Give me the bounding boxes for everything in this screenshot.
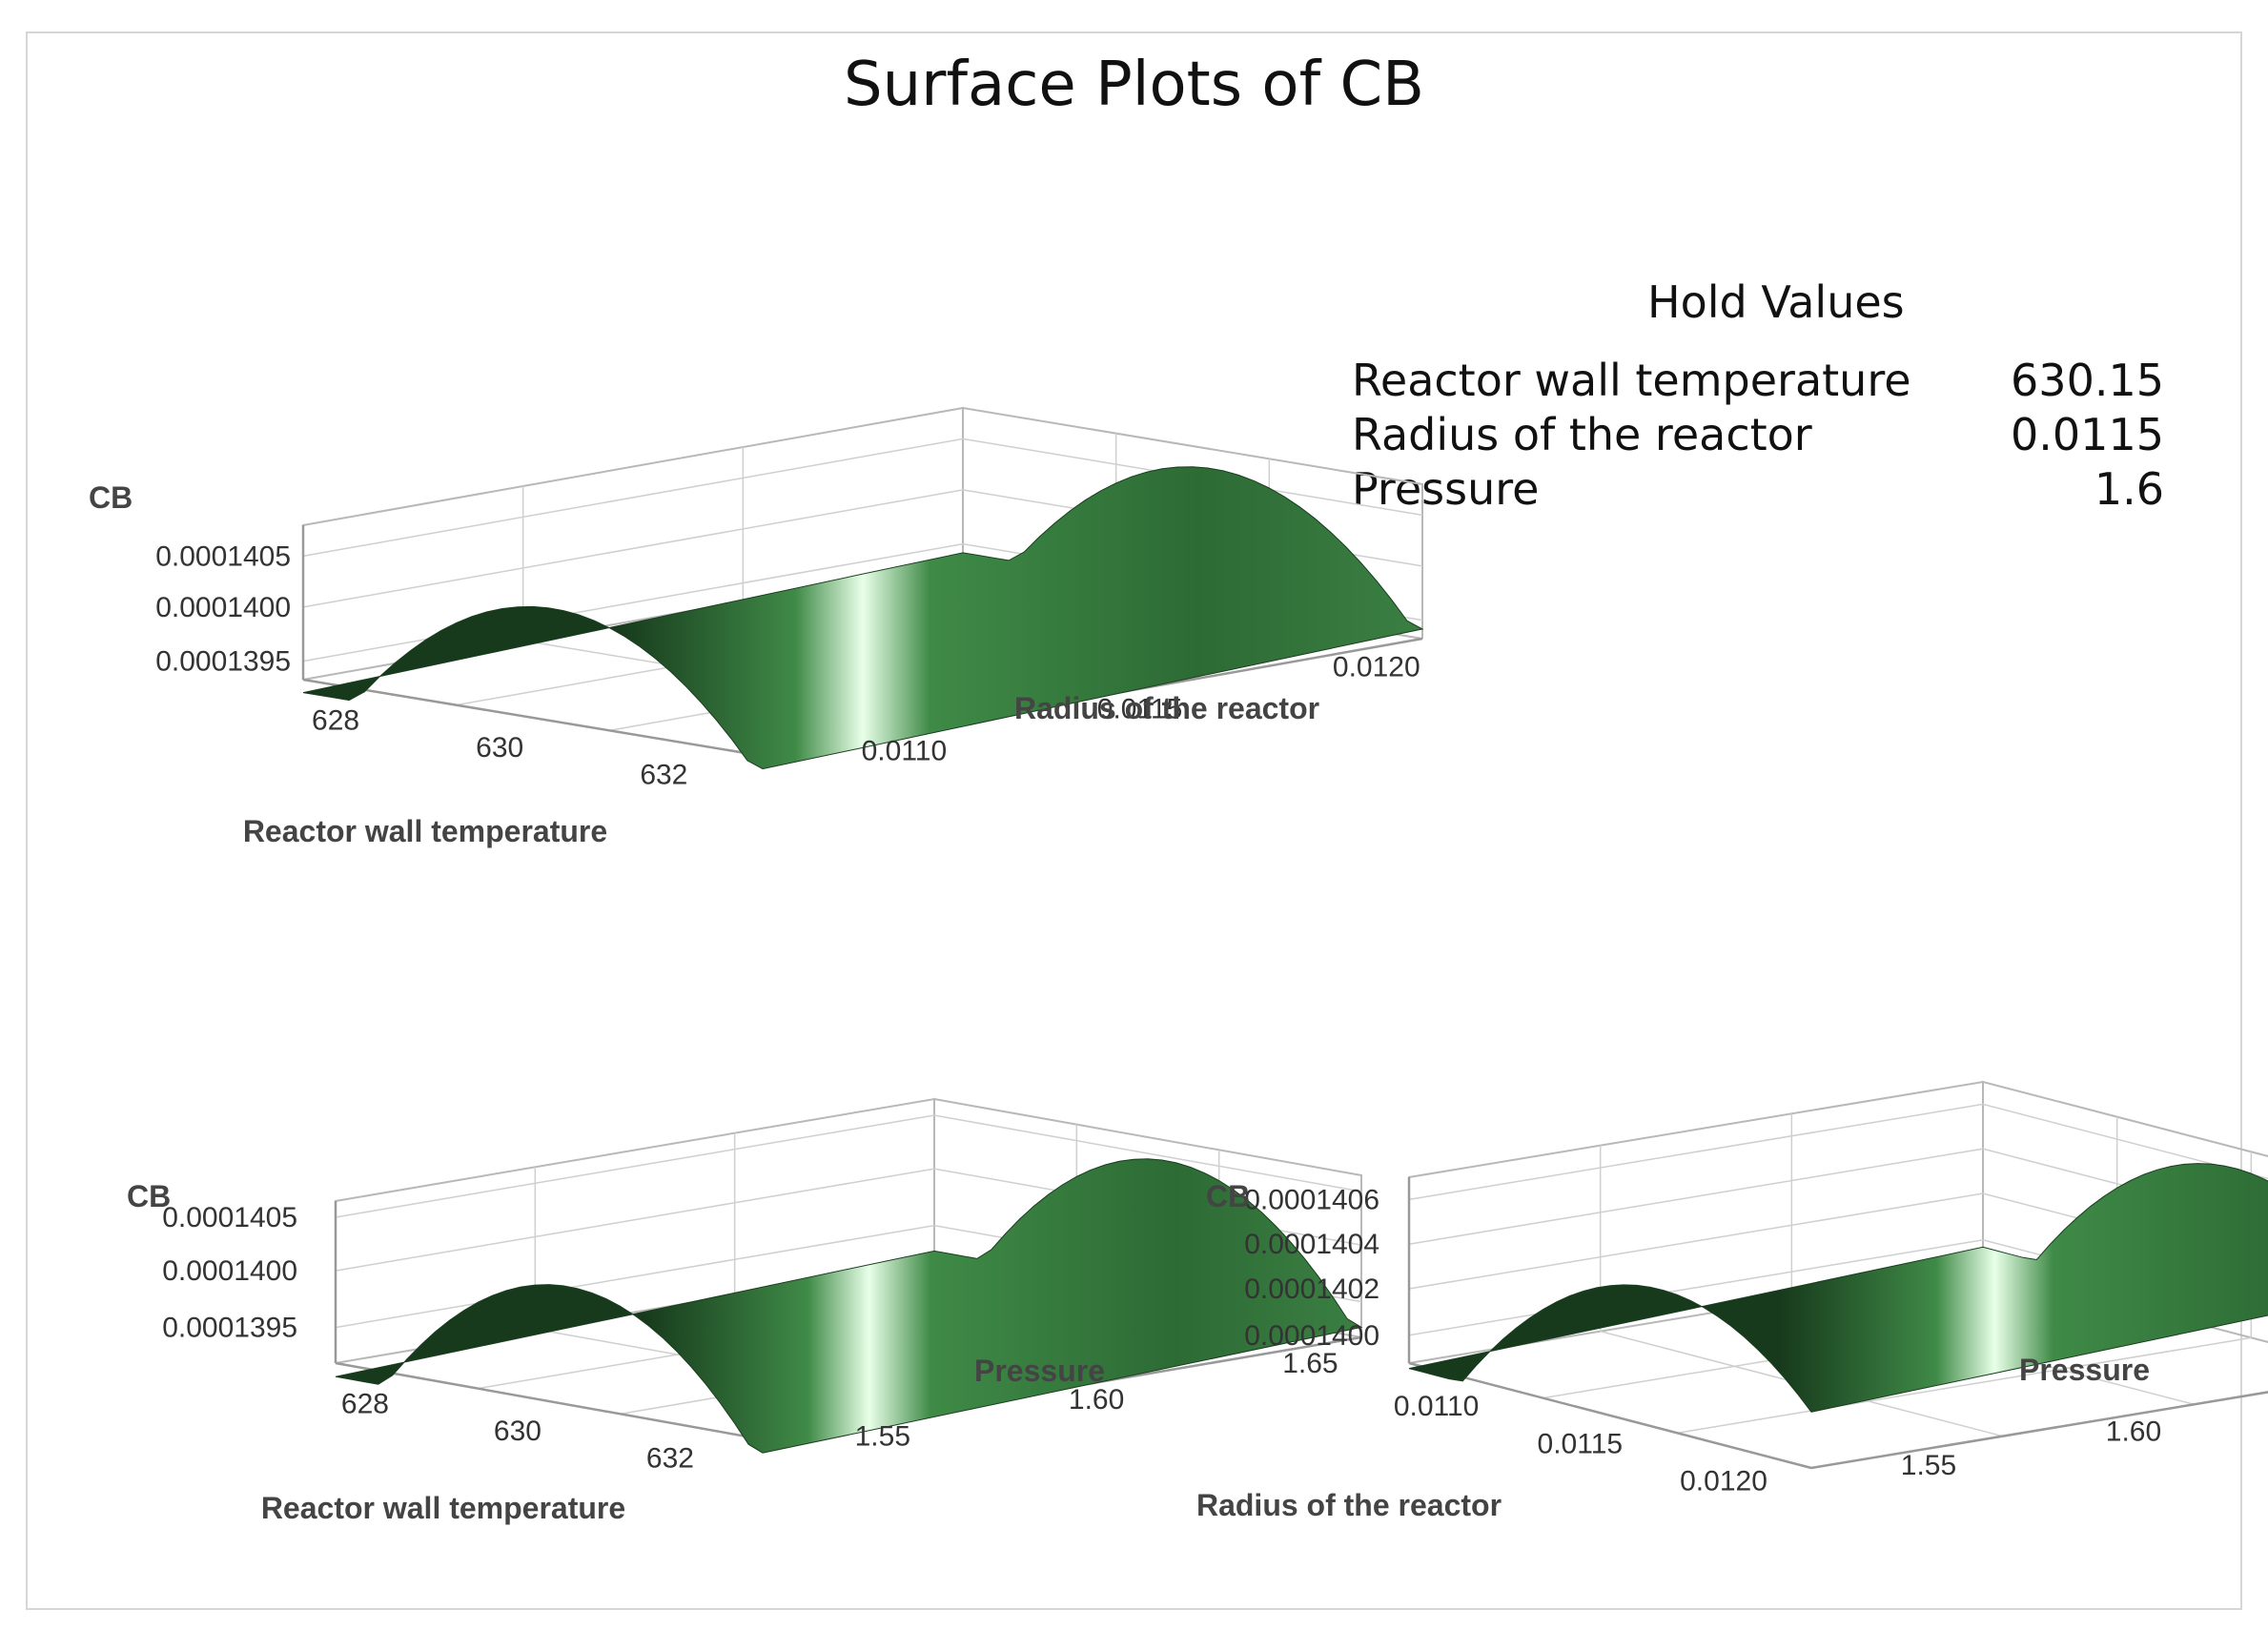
x-tick-label: 0.0115 — [1538, 1428, 1624, 1459]
hold-label-radius: Radius of the reactor — [1352, 409, 1812, 460]
z-tick-label: 0.0001400 — [162, 1255, 297, 1287]
hold-value-pressure: 1.6 — [2094, 463, 2164, 515]
x-axis-label: Radius of the reactor — [1196, 1488, 1502, 1522]
x-axis-label: Reactor wall temperature — [243, 814, 607, 848]
y-tick-label: 1.60 — [1069, 1384, 1124, 1416]
y-tick-label: 0.0110 — [862, 736, 948, 767]
x-axis-line — [302, 678, 764, 758]
surface — [1408, 1163, 2268, 1413]
surface — [302, 466, 1424, 770]
x-tick-label: 628 — [312, 704, 359, 736]
y-tick-label: 1.55 — [1901, 1450, 1956, 1481]
z-tick-label: 0.0001406 — [1244, 1184, 1379, 1215]
z-tick-label: 0.0001400 — [1244, 1320, 1379, 1352]
z-axis-label: CB — [1206, 1179, 1250, 1213]
surface-plot-2: 0.0001395 0.0001400 0.0001405 628 630 632 1.55… — [127, 1097, 1363, 1525]
surface-plot-3: 0.0001400 0.0001402 0.0001404 0.0001406 0.01… — [1196, 1080, 2268, 1522]
x-tick-label: 628 — [341, 1388, 389, 1419]
x-axis-line — [1408, 1361, 1812, 1470]
chart-title: Surface Plots of CB — [843, 50, 1425, 120]
y-tick-label: 1.55 — [855, 1420, 910, 1452]
y-tick-label: 1.60 — [2106, 1416, 2161, 1447]
y-axis-label: Pressure — [974, 1354, 1105, 1388]
surface-plot-1: 0.0001395 0.0001400 0.0001405 628 630 632 0.01… — [89, 406, 1424, 848]
back-wall — [962, 406, 1423, 639]
z-axis-label: CB — [127, 1179, 171, 1213]
x-tick-label: 630 — [476, 732, 523, 764]
z-tick-label: 0.0001402 — [1244, 1273, 1379, 1305]
z-tick-label: 0.0001400 — [155, 592, 291, 623]
y-axis-label: Radius of the reactor — [1014, 691, 1319, 725]
surface — [335, 1158, 1363, 1454]
hold-value-temperature: 630.15 — [2011, 355, 2164, 406]
hold-value-radius: 0.0115 — [2011, 409, 2164, 460]
x-tick-label: 630 — [494, 1416, 541, 1447]
z-tick-label: 0.0001404 — [1244, 1229, 1379, 1260]
z-tick-label: 0.0001395 — [155, 646, 291, 678]
back-wall — [933, 1097, 1362, 1337]
z-tick-label: 0.0001405 — [155, 540, 291, 572]
y-tick-label: 0.0120 — [1333, 652, 1420, 683]
x-tick-label: 0.0120 — [1680, 1466, 1767, 1498]
x-axis-line — [335, 1361, 764, 1441]
z-grid-line — [335, 1114, 1362, 1218]
y-axis-label: Pressure — [2019, 1353, 2150, 1387]
y-tick-label: 1.65 — [1282, 1348, 1338, 1379]
z-tick-label: 0.0001395 — [162, 1313, 297, 1344]
hold-values-heading: Hold Values — [1647, 276, 1905, 328]
x-tick-label: 632 — [646, 1442, 694, 1474]
hold-label-pressure: Pressure — [1352, 463, 1540, 515]
y-tick-label: 0.0115 — [1097, 694, 1183, 725]
z-tick-label: 0.0001405 — [162, 1202, 297, 1233]
z-axis-label: CB — [89, 480, 133, 515]
x-tick-label: 0.0110 — [1394, 1391, 1480, 1422]
x-tick-label: 632 — [640, 759, 687, 790]
back-wall — [1982, 1080, 2268, 1268]
hold-label-temperature: Reactor wall temperature — [1352, 355, 1911, 406]
floor-grid-line — [1677, 1336, 2252, 1435]
y-axis-line — [1810, 1391, 2268, 1470]
x-axis-label: Reactor wall temperature — [261, 1491, 625, 1525]
